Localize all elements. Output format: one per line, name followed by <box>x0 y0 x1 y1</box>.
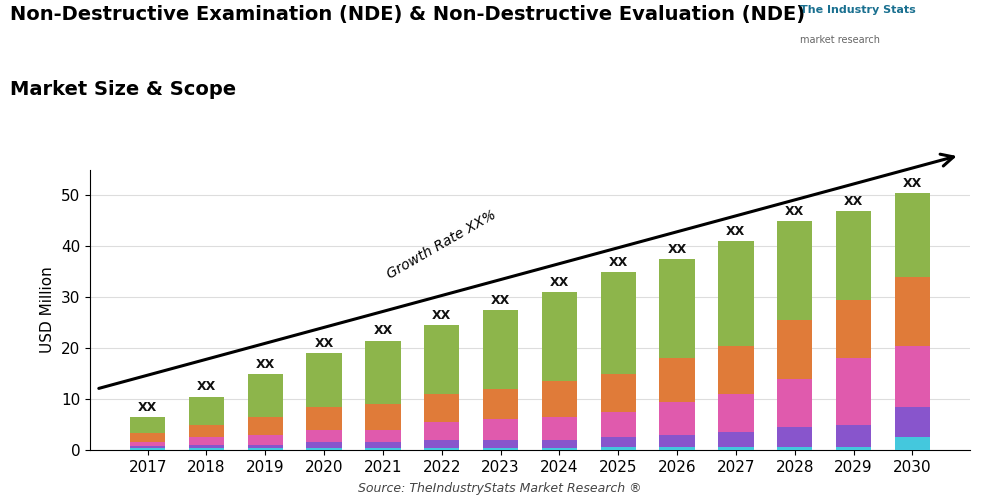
Bar <box>895 406 930 438</box>
Bar <box>601 448 636 450</box>
Bar <box>895 277 930 345</box>
Bar <box>130 442 165 446</box>
Bar <box>895 438 930 450</box>
Bar <box>483 420 518 440</box>
Bar <box>601 374 636 412</box>
Bar <box>306 406 342 430</box>
Bar <box>777 378 812 427</box>
Text: The Industry Stats: The Industry Stats <box>800 5 916 15</box>
Bar <box>189 448 224 450</box>
Bar <box>542 292 577 382</box>
Bar <box>836 424 871 448</box>
Text: XX: XX <box>432 309 451 322</box>
Bar <box>542 382 577 417</box>
Bar <box>483 440 518 448</box>
Bar <box>601 412 636 438</box>
Bar <box>248 374 283 417</box>
Bar <box>424 422 459 440</box>
Text: XX: XX <box>726 225 746 238</box>
Bar <box>130 446 165 448</box>
Bar <box>659 259 695 358</box>
Bar <box>601 272 636 374</box>
Bar <box>306 448 342 450</box>
Bar <box>836 300 871 358</box>
Y-axis label: USD Million: USD Million <box>40 266 55 354</box>
Bar <box>248 417 283 434</box>
Bar <box>895 193 930 277</box>
Bar <box>777 427 812 448</box>
Bar <box>836 448 871 450</box>
Bar <box>424 440 459 448</box>
Bar <box>130 417 165 433</box>
Bar <box>248 448 283 450</box>
Bar <box>483 448 518 450</box>
Text: XX: XX <box>138 401 157 414</box>
Bar <box>248 434 283 445</box>
Bar <box>718 242 754 346</box>
Bar <box>189 445 224 448</box>
Text: XX: XX <box>491 294 510 307</box>
Bar <box>424 448 459 450</box>
Bar <box>718 346 754 394</box>
Bar <box>777 221 812 320</box>
Bar <box>306 354 342 406</box>
Bar <box>777 448 812 450</box>
Text: XX: XX <box>373 324 393 338</box>
Bar <box>483 389 518 420</box>
Text: XX: XX <box>903 177 922 190</box>
Text: Non-Destructive Examination (NDE) & Non-Destructive Evaluation (NDE): Non-Destructive Examination (NDE) & Non-… <box>10 5 805 24</box>
Text: XX: XX <box>667 243 687 256</box>
Bar <box>248 445 283 448</box>
Bar <box>718 394 754 432</box>
Bar <box>659 434 695 448</box>
Bar <box>424 394 459 422</box>
Text: market research: market research <box>800 35 880 45</box>
Bar <box>130 448 165 450</box>
Text: Source: TheIndustryStats Market Research ®: Source: TheIndustryStats Market Research… <box>358 482 642 495</box>
Bar <box>659 448 695 450</box>
Bar <box>189 438 224 445</box>
Bar <box>542 440 577 448</box>
Bar <box>542 417 577 440</box>
Bar <box>659 358 695 402</box>
Bar <box>718 448 754 450</box>
Text: Growth Rate XX%: Growth Rate XX% <box>385 208 499 282</box>
Text: XX: XX <box>844 194 863 207</box>
Text: Market Size & Scope: Market Size & Scope <box>10 80 236 99</box>
Bar <box>895 346 930 406</box>
Bar <box>306 430 342 442</box>
Text: XX: XX <box>609 256 628 269</box>
Bar <box>718 432 754 448</box>
Bar <box>483 310 518 389</box>
Bar <box>365 430 401 442</box>
Bar <box>365 340 401 404</box>
Bar <box>777 320 812 378</box>
Bar <box>424 326 459 394</box>
Bar <box>542 448 577 450</box>
Bar <box>601 438 636 448</box>
Bar <box>659 402 695 434</box>
Bar <box>365 448 401 450</box>
Bar <box>365 404 401 429</box>
Bar <box>836 210 871 300</box>
Text: XX: XX <box>314 337 334 350</box>
Bar <box>836 358 871 424</box>
Bar <box>189 424 224 438</box>
Bar <box>365 442 401 448</box>
Bar <box>130 433 165 442</box>
Bar <box>189 396 224 424</box>
Bar <box>306 442 342 448</box>
Text: XX: XX <box>256 358 275 370</box>
Text: XX: XX <box>785 205 804 218</box>
Text: XX: XX <box>197 380 216 394</box>
Text: XX: XX <box>550 276 569 289</box>
